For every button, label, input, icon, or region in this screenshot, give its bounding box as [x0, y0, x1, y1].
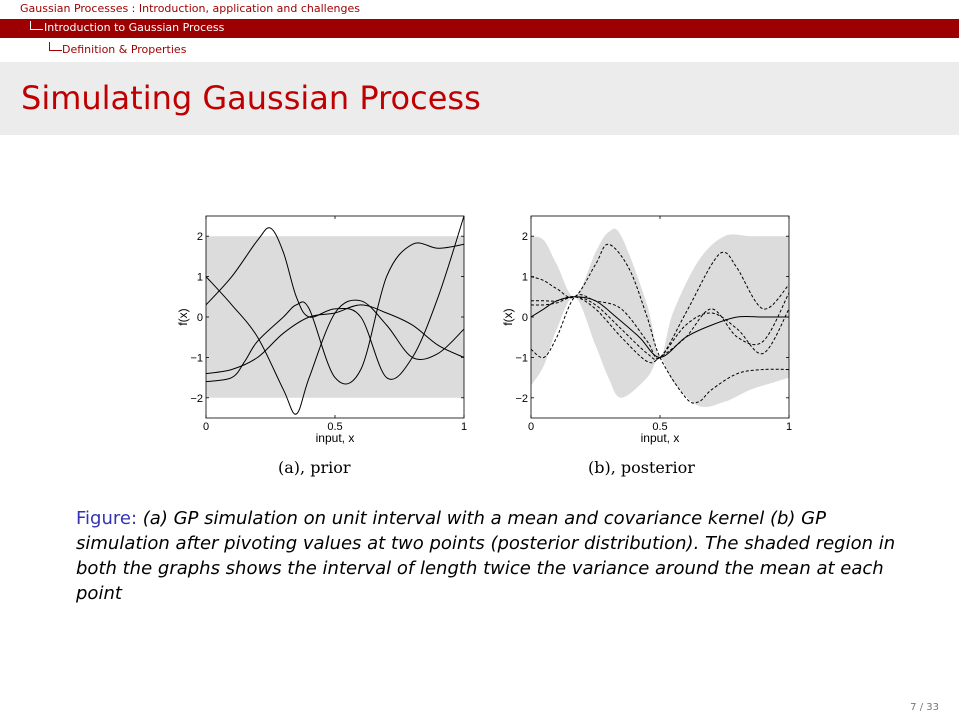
sample-dashed-line-2	[531, 243, 789, 404]
subfigure-caption-a: (a), prior	[278, 458, 351, 477]
variance-band	[206, 236, 464, 398]
x-tick-label: 0.5	[327, 421, 342, 433]
figure-caption-text: (a) GP simulation on unit interval with …	[76, 508, 896, 604]
y-tick-label: 2	[522, 231, 528, 243]
x-axis-label: input, x	[316, 431, 355, 445]
y-tick-label: −1	[515, 352, 528, 364]
posterior-chart: 0 0.5 1 −2 −1 0 1 2 input, x f(x)	[501, 215, 792, 445]
y-tick-label: 0	[522, 312, 528, 324]
y-tick-label: −1	[190, 352, 203, 364]
figure-caption-label: Figure:	[76, 508, 138, 529]
y-tick-label: 2	[197, 231, 203, 243]
y-tick-label: 1	[522, 272, 528, 284]
prior-chart: 0 0.5 1 −2 −1 0 1 2 input, x f(x)	[176, 215, 467, 445]
sample-dashed-line-5	[531, 292, 789, 364]
title-bar	[0, 62, 959, 135]
slide-title: Simulating Gaussian Process	[21, 79, 481, 117]
tree-connector	[49, 42, 62, 51]
x-tick-label: 1	[786, 421, 792, 433]
y-axis-label: f(x)	[176, 308, 190, 325]
subfigure-caption-b: (b), posterior	[588, 458, 695, 477]
y-tick-label: −2	[515, 393, 528, 405]
sample-dashed-line-3	[531, 251, 789, 359]
x-tick-label: 0.5	[652, 421, 667, 433]
sample-line-3	[206, 304, 464, 375]
x-tick-label: 0	[528, 421, 534, 433]
sample-line-4	[206, 242, 464, 385]
page-number[interactable]: 7 / 33	[910, 702, 939, 713]
figure-caption: Figure: (a) GP simulation on unit interv…	[76, 506, 906, 606]
tree-connector	[30, 21, 43, 30]
sample-line-1	[206, 216, 464, 380]
x-tick-label: 0	[203, 421, 209, 433]
variance-band	[531, 228, 789, 408]
breadcrumb-subsection[interactable]: Introduction to Gaussian Process	[0, 19, 959, 38]
x-tick-label: 1	[461, 421, 467, 433]
y-tick-label: 1	[197, 272, 203, 284]
y-axis-label: f(x)	[501, 308, 515, 325]
sample-dashed-line-4	[531, 296, 789, 360]
x-axis-label: input, x	[641, 431, 680, 445]
breadcrumb-subsubsection[interactable]: Definition & Properties	[62, 43, 187, 56]
y-tick-label: 0	[197, 312, 203, 324]
breadcrumb-section[interactable]: Gaussian Processes : Introduction, appli…	[20, 2, 360, 15]
y-tick-label: −2	[190, 393, 203, 405]
